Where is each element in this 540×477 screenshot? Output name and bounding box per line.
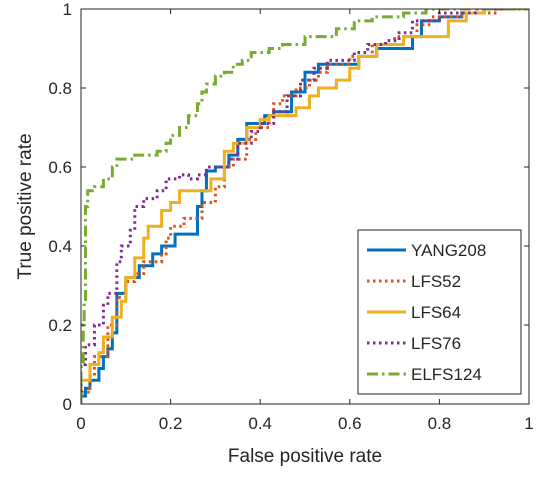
y-tick-label: 0 <box>63 395 72 414</box>
series-line-lfs76 <box>81 9 529 404</box>
x-tick-label: 1 <box>524 414 533 433</box>
y-tick-label: 1 <box>63 0 72 19</box>
legend-label-lfs64: LFS64 <box>411 303 461 322</box>
series-line-lfs64 <box>81 9 529 404</box>
y-tick-label: 0.4 <box>48 237 72 256</box>
x-tick-label: 0.4 <box>248 414 272 433</box>
legend-label-lfs52: LFS52 <box>411 272 461 291</box>
x-tick-label: 0 <box>76 414 85 433</box>
legend-label-lfs76: LFS76 <box>411 334 461 353</box>
x-tick-label: 0.6 <box>338 414 362 433</box>
x-axis-title: False positive rate <box>228 446 382 467</box>
x-tick-label: 0.2 <box>159 414 183 433</box>
y-axis-title: True positive rate <box>15 133 36 279</box>
axes-box <box>80 8 530 405</box>
series-line-elfs124 <box>81 9 529 404</box>
x-tick-label: 0.8 <box>428 414 452 433</box>
y-tick-label: 0.6 <box>48 158 72 177</box>
legend-label-elfs124: ELFS124 <box>411 365 482 384</box>
y-tick-label: 0.2 <box>48 316 72 335</box>
legend-label-yang208: YANG208 <box>411 241 486 260</box>
legend: YANG208 LFS52 LFS64 LFS76 ELFS124 <box>357 229 522 395</box>
y-tick-label: 0.8 <box>48 79 72 98</box>
